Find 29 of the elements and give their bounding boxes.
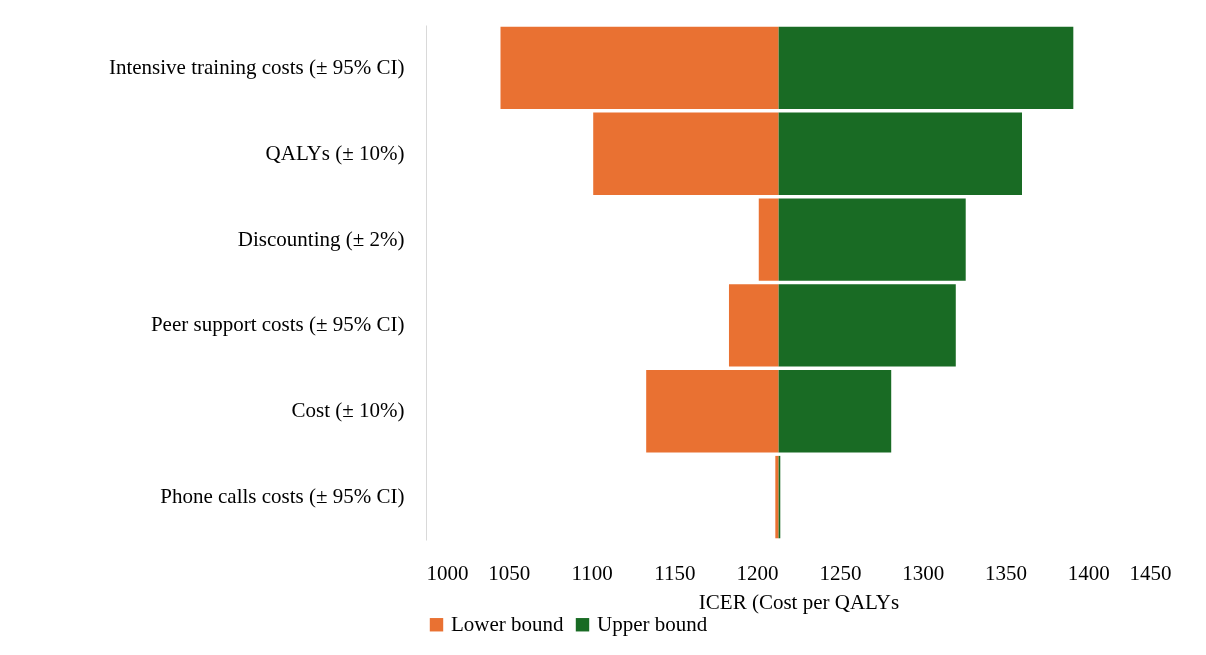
x-tick-label: 1350: [984, 560, 1027, 585]
y-tick-label: Cost (± 10%): [291, 398, 405, 423]
bar: [646, 370, 779, 453]
x-tick-label: 1050: [488, 560, 531, 585]
x-tick-label: 1200: [736, 560, 779, 585]
bar: [778, 284, 956, 367]
bar: [593, 112, 779, 195]
x-axis-title: ICER (Cost per QALYs: [698, 589, 900, 614]
bar: [728, 284, 779, 367]
y-tick-label: Intensive training costs (± 95% CI): [108, 54, 405, 79]
x-tick-label: 1000: [426, 560, 469, 585]
bar: [778, 26, 1074, 110]
bar: [778, 198, 966, 281]
x-tick-label: 1150: [654, 560, 696, 585]
x-tick-label: 1250: [819, 560, 862, 585]
bar: [778, 112, 1022, 195]
x-tick-label: 1400: [1067, 560, 1110, 585]
bar: [758, 198, 779, 281]
y-tick-label: QALYs (± 10%): [265, 140, 405, 165]
legend-label: Upper bound: [597, 611, 708, 636]
x-tick-label: 1450: [1129, 560, 1172, 585]
legend-label: Lower bound: [451, 611, 565, 636]
x-tick-label: 1100: [571, 560, 613, 585]
bar: [778, 370, 892, 453]
y-tick-label: Discounting (± 2%): [237, 226, 405, 251]
y-tick-label: Phone calls costs (± 95% CI): [160, 484, 405, 509]
bar: [500, 26, 779, 110]
y-tick-label: Peer support costs (± 95% CI): [150, 312, 405, 337]
x-tick-label: 1300: [902, 560, 945, 585]
